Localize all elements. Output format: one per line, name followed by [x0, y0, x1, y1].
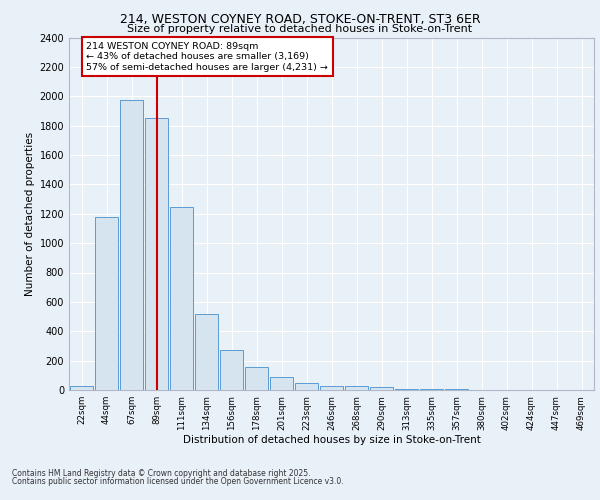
Y-axis label: Number of detached properties: Number of detached properties — [25, 132, 35, 296]
Bar — [370, 388, 393, 390]
X-axis label: Distribution of detached houses by size in Stoke-on-Trent: Distribution of detached houses by size … — [182, 436, 481, 446]
Bar — [170, 207, 193, 390]
Bar — [70, 386, 93, 390]
Bar — [220, 350, 243, 390]
Bar — [345, 386, 368, 390]
Text: Contains public sector information licensed under the Open Government Licence v3: Contains public sector information licen… — [12, 477, 344, 486]
Bar — [320, 386, 343, 390]
Text: Size of property relative to detached houses in Stoke-on-Trent: Size of property relative to detached ho… — [127, 24, 473, 34]
Bar — [395, 389, 418, 390]
Text: Contains HM Land Registry data © Crown copyright and database right 2025.: Contains HM Land Registry data © Crown c… — [12, 468, 311, 477]
Bar — [245, 367, 268, 390]
Bar — [95, 218, 118, 390]
Bar — [195, 314, 218, 390]
Bar — [145, 118, 168, 390]
Bar — [120, 100, 143, 390]
Text: 214, WESTON COYNEY ROAD, STOKE-ON-TRENT, ST3 6ER: 214, WESTON COYNEY ROAD, STOKE-ON-TRENT,… — [119, 12, 481, 26]
Text: 214 WESTON COYNEY ROAD: 89sqm
← 43% of detached houses are smaller (3,169)
57% o: 214 WESTON COYNEY ROAD: 89sqm ← 43% of d… — [86, 42, 328, 72]
Bar — [295, 383, 318, 390]
Bar — [270, 377, 293, 390]
